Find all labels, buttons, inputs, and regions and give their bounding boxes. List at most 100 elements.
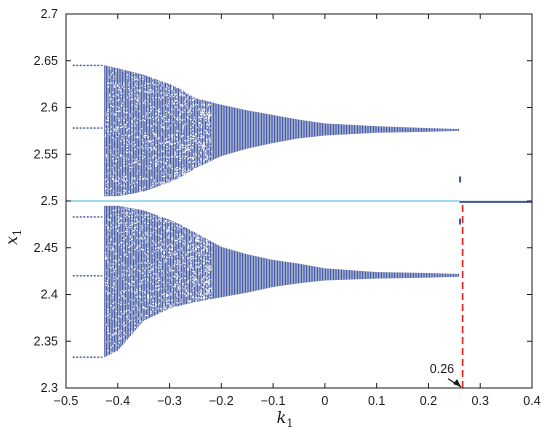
band-speckle (206, 289, 208, 292)
band-speckle (162, 161, 164, 163)
band-speckle (136, 85, 138, 87)
band-speckle (173, 95, 175, 98)
band-speckle (129, 332, 131, 334)
band-speckle (132, 233, 135, 235)
band-speckle (120, 95, 122, 98)
band-speckle (114, 165, 116, 167)
band-speckle (152, 97, 154, 99)
band-speckle (154, 227, 156, 229)
band-speckle (201, 279, 203, 281)
band-speckle (136, 306, 139, 308)
band-speckle (169, 164, 171, 166)
band-speckle (123, 192, 125, 194)
band-speckle (169, 304, 171, 306)
band-speckle (208, 271, 210, 274)
band-speckle (161, 126, 163, 128)
band-speckle (123, 108, 125, 110)
band-speckle (123, 159, 125, 161)
band-speckle (201, 116, 203, 118)
band-speckle (144, 132, 146, 134)
band-speckle (169, 277, 171, 279)
band-speckle (201, 110, 203, 112)
band-speckle (171, 180, 173, 182)
band-speckle (208, 276, 210, 278)
band-speckle (149, 112, 151, 114)
band-speckle (158, 285, 160, 287)
band-speckle (130, 272, 132, 274)
band-speckle (148, 235, 150, 237)
band-speckle (114, 253, 116, 255)
band-speckle (156, 308, 158, 310)
band-speckle (156, 91, 158, 93)
band-speckle (165, 121, 167, 123)
band-speckle (165, 287, 167, 289)
band-speckle (110, 105, 112, 107)
band-speckle (199, 125, 201, 127)
band-speckle (112, 248, 114, 250)
band-speckle (114, 214, 116, 216)
band-speckle (196, 254, 198, 256)
band-speckle (131, 129, 133, 131)
band-speckle (125, 165, 128, 167)
band-speckle (116, 229, 118, 231)
band-speckle (163, 156, 165, 158)
band-speckle (130, 227, 132, 229)
band-speckle (135, 314, 137, 316)
band-speckle (179, 113, 182, 115)
band-speckle (201, 125, 203, 127)
band-speckle (140, 280, 142, 282)
band-speckle (178, 285, 181, 287)
band-speckle (169, 140, 171, 143)
band-speckle (189, 257, 191, 259)
band-speckle (185, 123, 187, 125)
band-speckle (108, 230, 111, 232)
band-speckle (130, 290, 133, 292)
band-speckle (161, 184, 163, 186)
band-speckle (202, 149, 204, 151)
band-speckle (129, 311, 131, 313)
band-speckle (161, 151, 163, 153)
axis-ticks: −0.5 −0.4 −0.3 −0.2 −0.1 0 0.1 0.2 0.3 0.42.32.35… (34, 7, 541, 408)
band-speckle (127, 84, 129, 86)
band-speckle (182, 235, 184, 237)
band-speckle (140, 229, 142, 231)
band-speckle (174, 168, 176, 170)
band-speckle (192, 247, 194, 249)
x-tick-label: −0.4 (105, 394, 130, 408)
band-speckle (205, 132, 207, 134)
band-speckle (161, 172, 163, 174)
band-speckle (106, 119, 108, 121)
band-speckle (121, 222, 123, 224)
band-speckle (128, 191, 130, 193)
band-speckle (188, 300, 190, 302)
band-speckle (156, 163, 158, 165)
band-speckle (205, 159, 207, 161)
band-speckle (193, 153, 195, 156)
band-speckle (190, 261, 192, 263)
band-speckle (114, 301, 116, 303)
band-speckle (176, 277, 178, 279)
band-speckle (125, 208, 128, 210)
band-speckle (119, 332, 121, 335)
band-speckle (148, 218, 150, 220)
band-speckle (192, 132, 194, 134)
band-speckle (199, 111, 202, 113)
band-speckle (129, 95, 131, 97)
band-speckle (112, 95, 114, 97)
band-speckle (207, 272, 209, 274)
band-speckle (114, 252, 116, 254)
band-speckle (121, 235, 123, 237)
band-speckle (129, 166, 131, 168)
band-speckle (158, 216, 160, 218)
band-speckle (166, 121, 168, 123)
band-speckle (179, 236, 181, 238)
band-speckle (202, 109, 204, 111)
band-speckle (138, 160, 140, 162)
band-speckle (154, 149, 156, 151)
band-speckle (210, 251, 212, 254)
band-speckle (204, 268, 206, 270)
band-speckle (179, 168, 181, 170)
band-speckle (124, 176, 126, 178)
band-speckle (172, 221, 174, 224)
band-speckle (193, 118, 195, 120)
